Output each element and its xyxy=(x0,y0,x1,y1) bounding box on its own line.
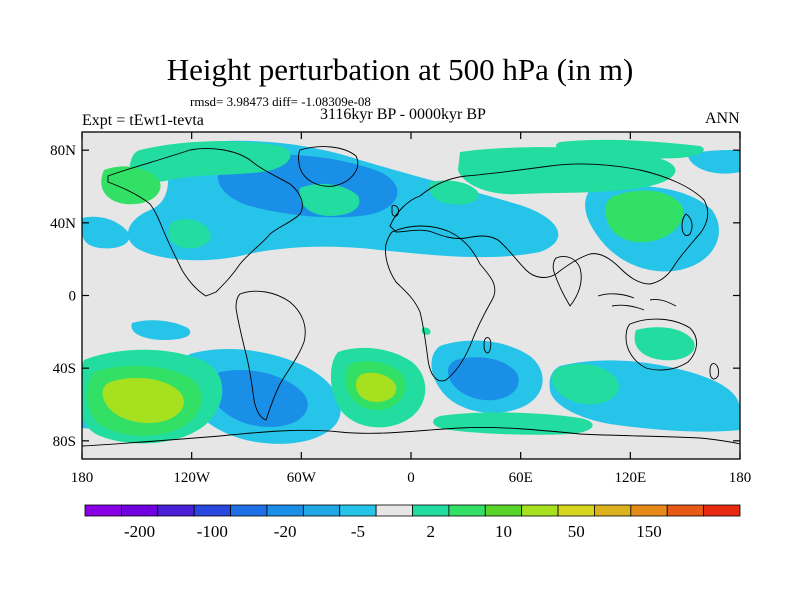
anomaly-region xyxy=(688,150,740,174)
anomaly-region xyxy=(458,147,676,195)
rmsd-diff-stats: rmsd= 3.98473 diff= -1.08309e-08 xyxy=(190,94,371,109)
colorbar-swatch xyxy=(84,504,122,517)
season-label: ANN xyxy=(705,110,740,127)
coastline-uk xyxy=(391,205,399,217)
coastline-antarctica xyxy=(82,427,740,447)
colorbar-swatch xyxy=(339,504,377,517)
colorbar-swatch xyxy=(594,504,632,517)
colorbar-label: -5 xyxy=(351,522,365,541)
coastline-new-zealand xyxy=(709,363,719,380)
coastlines xyxy=(82,146,740,447)
anomaly-region xyxy=(101,166,161,205)
colorbar-label: -100 xyxy=(197,522,228,541)
colorbar-swatch xyxy=(157,504,195,517)
colorbar-swatch xyxy=(230,504,268,517)
colorbar-swatch xyxy=(484,504,523,517)
anomaly-region xyxy=(356,372,397,402)
anomaly-region xyxy=(605,190,684,243)
colorbar-swatch xyxy=(375,504,413,517)
colorbar-swatch xyxy=(120,504,159,517)
colorbar: -200 -100 -20 -5 2 10 50 150 xyxy=(84,504,741,541)
coastline-greenland xyxy=(298,146,359,187)
plot-title: Height perturbation at 500 hPa (in m) xyxy=(166,52,634,87)
colorbar-swatch xyxy=(666,504,705,517)
anomaly-region xyxy=(433,412,593,435)
lon-tick-label: 120E xyxy=(614,470,646,486)
anomaly-region xyxy=(551,363,619,405)
colorbar-swatch xyxy=(193,504,231,517)
map-axes: 80N 40N 0 40S 80S 180 120W 60W 0 60E 120E 180 xyxy=(50,132,751,486)
coastline-madagascar xyxy=(483,337,492,354)
colorbar-swatch xyxy=(448,504,486,517)
colorbar-swatch xyxy=(557,504,595,517)
anomaly-region xyxy=(634,327,695,361)
lat-tick-label: 40S xyxy=(53,361,76,377)
colorbar-label: 10 xyxy=(495,522,512,541)
anomaly-region xyxy=(168,219,211,249)
anomaly-region xyxy=(129,141,291,182)
coastline-africa xyxy=(385,225,496,382)
coastline-south-america xyxy=(235,290,306,421)
coastline-eurasia xyxy=(389,163,709,285)
map-panel xyxy=(82,132,740,459)
lon-tick-label: 60W xyxy=(287,470,317,486)
lat-tick-label: 80N xyxy=(50,143,76,159)
colorbar-label: 2 xyxy=(426,522,435,541)
lat-tick-label: 80S xyxy=(53,434,76,450)
coastline-japan xyxy=(681,213,693,237)
lat-tick-label: 0 xyxy=(69,289,77,305)
anomaly-region xyxy=(448,357,519,401)
anomaly-region xyxy=(209,370,308,428)
colorbar-label: 50 xyxy=(568,522,585,541)
lon-tick-label: 0 xyxy=(407,470,415,486)
anomaly-region xyxy=(102,377,184,424)
coastline-indonesia xyxy=(597,293,677,311)
colorbar-swatch xyxy=(412,504,450,517)
anomaly-region xyxy=(555,139,704,159)
lon-tick-label: 60E xyxy=(509,470,533,486)
lon-tick-label: 180 xyxy=(71,470,94,486)
colorbar-label: -20 xyxy=(274,522,297,541)
anomaly-region xyxy=(82,216,130,249)
colorbar-swatch xyxy=(266,504,304,517)
period-label: 3116kyr BP - 0000kyr BP xyxy=(320,106,486,123)
coastline-north-america xyxy=(107,148,303,297)
field-southern-hemisphere xyxy=(82,327,740,444)
coastline-india xyxy=(552,256,582,307)
lat-tick-label: 40N xyxy=(50,216,76,232)
experiment-label: Expt = tEwt1-tevta xyxy=(82,112,204,129)
colorbar-label: -200 xyxy=(124,522,155,541)
colorbar-swatch xyxy=(521,504,559,517)
lon-tick-label: 120W xyxy=(173,470,211,486)
anomaly-region xyxy=(429,180,479,205)
lon-tick-label: 180 xyxy=(729,470,752,486)
colorbar-label: 150 xyxy=(636,522,662,541)
coastline-australia xyxy=(625,318,697,371)
field-positive-anomalies-north xyxy=(101,139,704,249)
anomaly-region xyxy=(299,183,360,216)
anomaly-region xyxy=(131,320,191,340)
colorbar-swatch xyxy=(630,504,668,517)
colorbar-swatch xyxy=(302,504,341,517)
colorbar-swatch xyxy=(703,504,741,517)
